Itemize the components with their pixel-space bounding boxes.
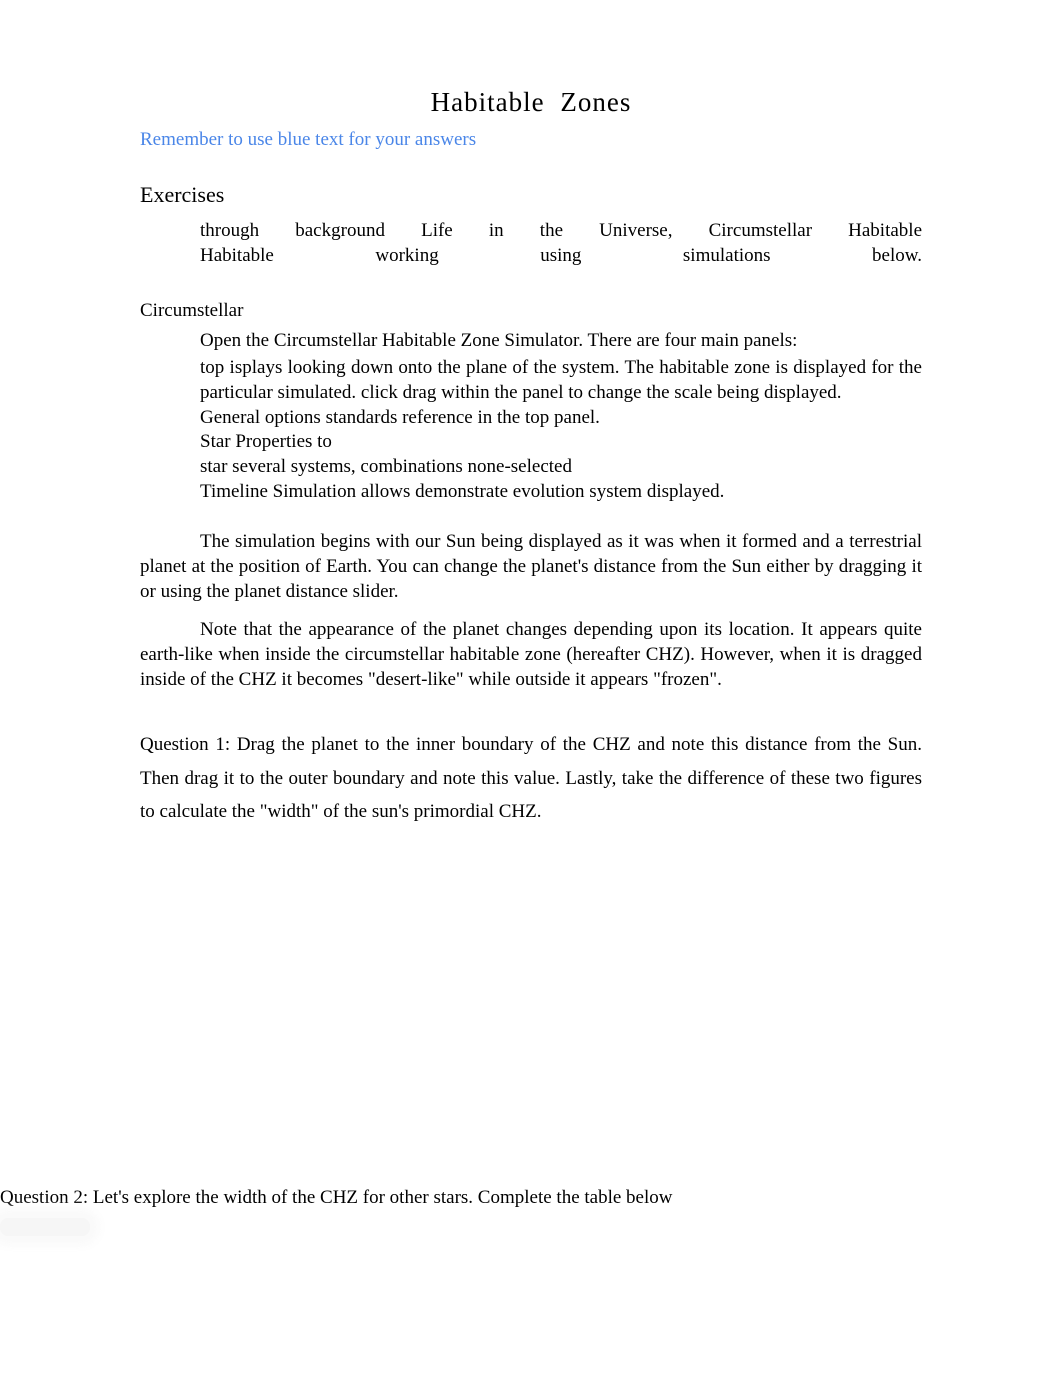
panel-intro: Open the Circumstellar Habitable Zone Si… — [200, 329, 922, 354]
subsection-heading: Circumstellar — [140, 299, 922, 324]
intro-word: Habitable — [200, 245, 274, 266]
blur-region — [0, 1218, 90, 1236]
reminder-text: Remember to use blue text for your answe… — [140, 128, 922, 153]
bullet-item: top isplays looking down onto the plane … — [200, 356, 922, 405]
intro-block: through background Life in the Universe,… — [200, 219, 922, 268]
intro-word: through — [200, 220, 259, 241]
intro-word: Life in the Universe, Circumstellar Habi… — [421, 220, 922, 241]
intro-line-2: Habitable working using simulations belo… — [200, 244, 922, 269]
panel-bullets: top isplays looking down onto the plane … — [200, 356, 922, 504]
exercises-heading: Exercises — [140, 181, 922, 210]
bullet-item: Timeline Simulation allows demonstrate e… — [200, 480, 922, 505]
paragraph-2: Note that the appearance of the planet c… — [140, 618, 922, 692]
question-2: Question 2: Let's explore the width of t… — [0, 1186, 1062, 1211]
blur-region — [586, 1060, 818, 1078]
bullet-item: star several systems, combinations none-… — [200, 455, 922, 480]
paragraph-1: The simulation begins with our Sun being… — [140, 530, 922, 604]
bullet-item: Star Properties to — [200, 430, 922, 455]
intro-word: working — [375, 245, 438, 266]
page-title: Habitable Zones — [140, 85, 922, 120]
intro-line-1: through background Life in the Universe,… — [200, 219, 922, 244]
bullet-item: General options standards reference in t… — [200, 406, 922, 431]
question-1: Question 1: Drag the planet to the inner… — [140, 728, 922, 828]
intro-word: background — [295, 220, 385, 241]
intro-word: using simulations below. — [540, 245, 922, 266]
